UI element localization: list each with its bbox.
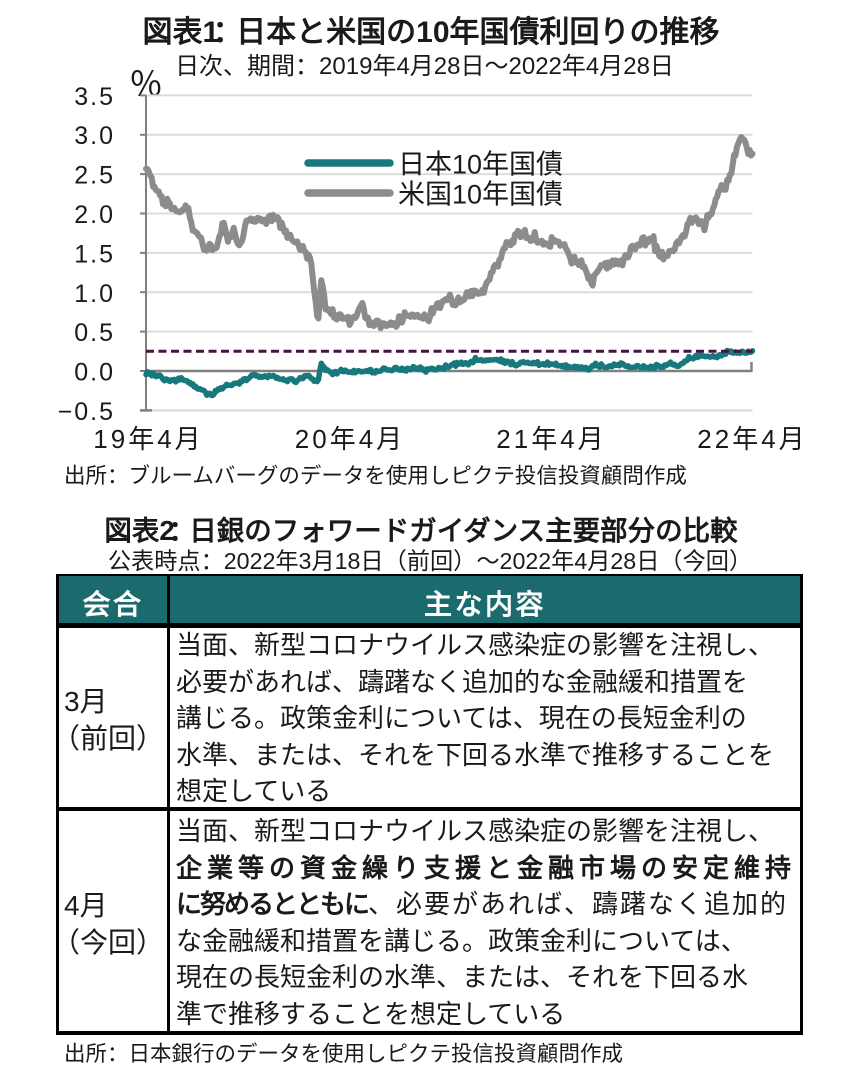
svg-text:2.5: 2.5 <box>74 162 115 190</box>
svg-text:20年4月: 20年4月 <box>295 424 405 454</box>
svg-text:3.0: 3.0 <box>74 122 115 150</box>
svg-text:米国10年国債: 米国10年国債 <box>398 180 563 210</box>
svg-text:3.5: 3.5 <box>74 83 115 111</box>
svg-text:0.5: 0.5 <box>74 319 115 347</box>
svg-text:1.5: 1.5 <box>74 240 115 268</box>
svg-text:1.0: 1.0 <box>74 280 115 308</box>
svg-text:22年4月: 22年4月 <box>697 424 807 454</box>
svg-text:日本10年国債: 日本10年国債 <box>398 150 563 180</box>
svg-text:2.0: 2.0 <box>74 201 115 229</box>
svg-text:−0.5: −0.5 <box>58 398 115 426</box>
svg-text:19年4月: 19年4月 <box>93 424 203 454</box>
svg-text:0.0: 0.0 <box>74 359 115 387</box>
svg-text:21年4月: 21年4月 <box>496 424 606 454</box>
